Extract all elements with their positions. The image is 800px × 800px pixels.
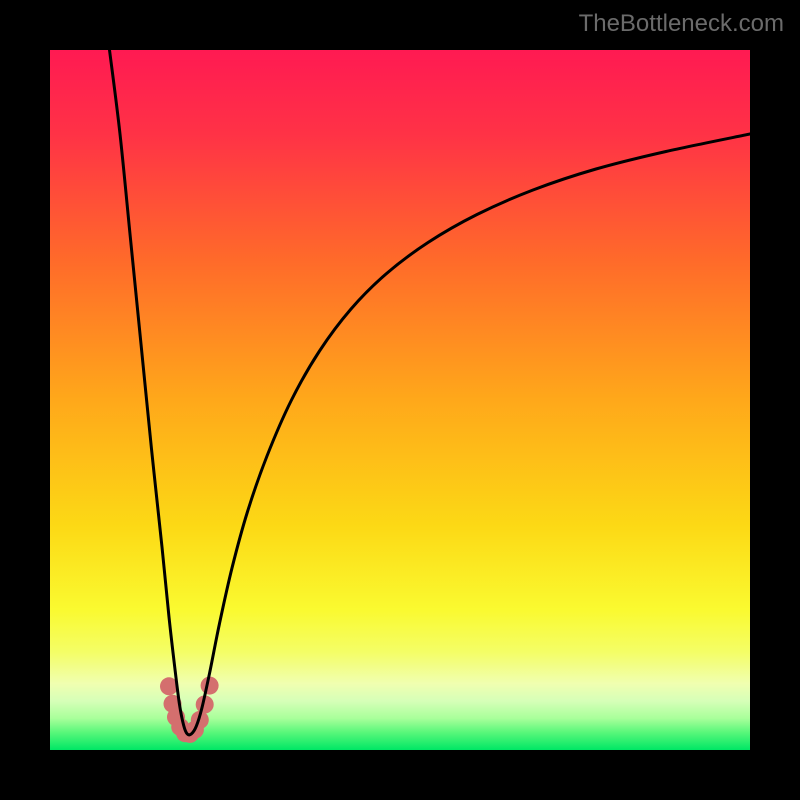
watermark-label: TheBottleneck.com [579,10,784,38]
plot-area [50,50,750,750]
figure-root: TheBottleneck.com [0,0,800,800]
plot-svg [50,50,750,750]
